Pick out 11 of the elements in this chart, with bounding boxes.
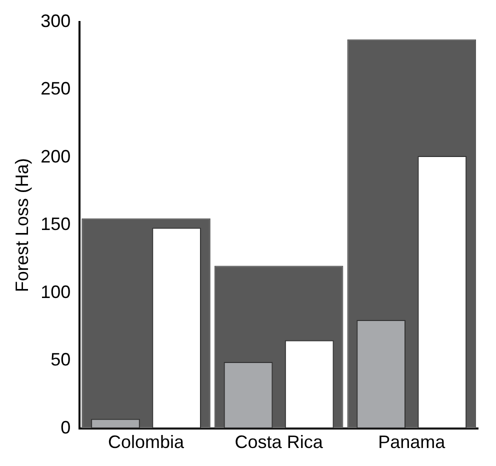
y-tick-label: 250 bbox=[40, 78, 71, 99]
y-tick-label: 0 bbox=[60, 417, 71, 438]
x-tick-label: Costa Rica bbox=[234, 432, 324, 452]
y-axis-title: Forest Loss (Ha) bbox=[12, 158, 32, 292]
y-tick-label: 300 bbox=[40, 10, 71, 31]
x-tick-label: Colombia bbox=[108, 432, 186, 452]
y-tick-label: 100 bbox=[40, 282, 71, 302]
x-tick-label: Panama bbox=[378, 432, 446, 452]
y-tick-label: 150 bbox=[40, 214, 71, 234]
y-tick-label: 50 bbox=[50, 350, 71, 370]
y-tick-label: 200 bbox=[40, 146, 71, 166]
